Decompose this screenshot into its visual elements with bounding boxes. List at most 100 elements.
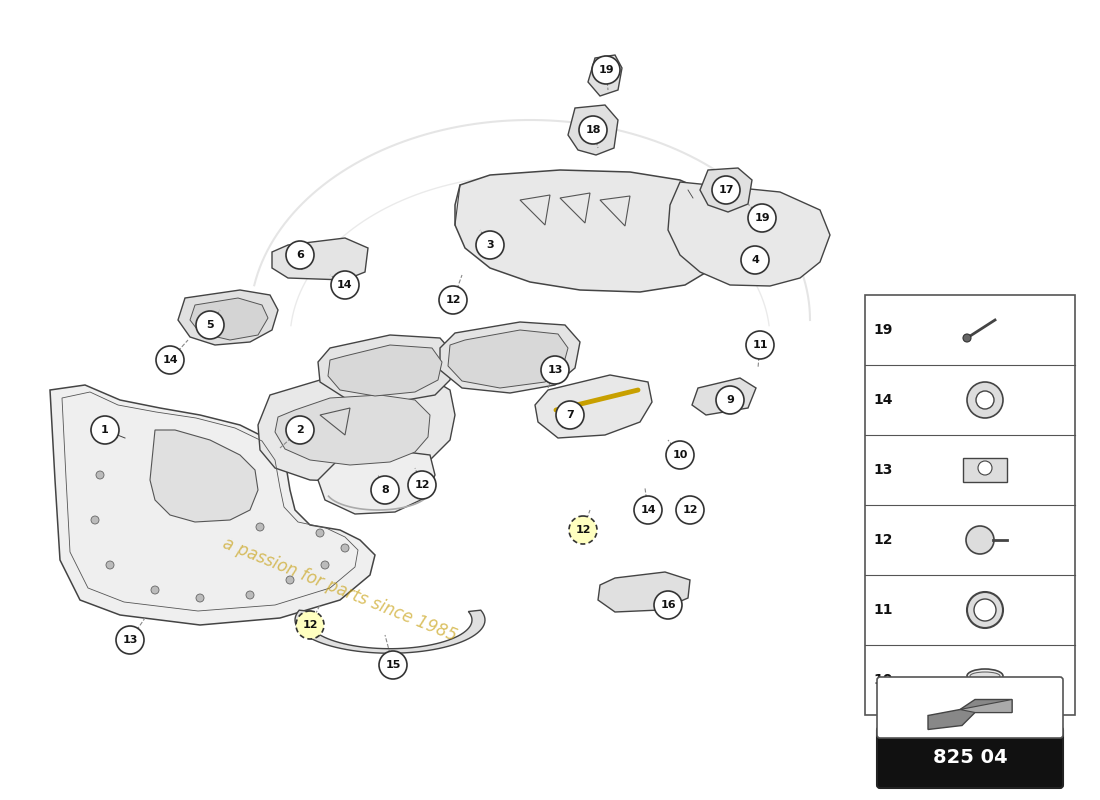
Text: 12: 12 — [682, 505, 697, 515]
Circle shape — [976, 391, 994, 409]
Circle shape — [91, 416, 119, 444]
Circle shape — [967, 382, 1003, 418]
Polygon shape — [258, 375, 455, 482]
Circle shape — [341, 544, 349, 552]
Text: 14: 14 — [338, 280, 353, 290]
Circle shape — [91, 516, 99, 524]
Circle shape — [116, 626, 144, 654]
Circle shape — [106, 561, 114, 569]
Polygon shape — [295, 610, 485, 654]
Circle shape — [712, 176, 740, 204]
Ellipse shape — [967, 677, 1003, 691]
Circle shape — [316, 529, 324, 537]
Polygon shape — [700, 168, 752, 212]
Circle shape — [96, 471, 104, 479]
Circle shape — [246, 591, 254, 599]
Circle shape — [196, 594, 204, 602]
Circle shape — [716, 386, 744, 414]
Polygon shape — [328, 345, 442, 396]
Polygon shape — [275, 395, 430, 465]
Text: 12: 12 — [302, 620, 318, 630]
FancyBboxPatch shape — [877, 677, 1063, 738]
Circle shape — [746, 331, 774, 359]
Circle shape — [676, 496, 704, 524]
Text: 19: 19 — [873, 323, 893, 337]
Polygon shape — [448, 330, 568, 388]
FancyBboxPatch shape — [962, 458, 1006, 482]
Polygon shape — [668, 182, 830, 286]
Circle shape — [592, 56, 620, 84]
Circle shape — [974, 599, 996, 621]
Circle shape — [962, 334, 971, 342]
Circle shape — [748, 204, 775, 232]
Polygon shape — [692, 378, 756, 415]
Polygon shape — [190, 298, 268, 340]
Circle shape — [476, 231, 504, 259]
Circle shape — [556, 401, 584, 429]
Circle shape — [569, 516, 597, 544]
Circle shape — [196, 311, 224, 339]
Circle shape — [967, 592, 1003, 628]
Text: 14: 14 — [873, 393, 893, 407]
Text: 11: 11 — [873, 603, 893, 617]
Polygon shape — [598, 572, 690, 612]
Polygon shape — [535, 375, 652, 438]
Text: 10: 10 — [873, 673, 893, 687]
Circle shape — [321, 561, 329, 569]
Text: 7: 7 — [566, 410, 574, 420]
Circle shape — [379, 492, 390, 502]
Ellipse shape — [967, 669, 1003, 683]
Text: 3: 3 — [486, 240, 494, 250]
Polygon shape — [150, 430, 258, 522]
Circle shape — [634, 496, 662, 524]
Text: 12: 12 — [575, 525, 591, 535]
Text: 16: 16 — [660, 600, 675, 610]
FancyBboxPatch shape — [877, 727, 1063, 788]
Text: a passion for parts since 1985: a passion for parts since 1985 — [220, 534, 460, 646]
Text: 9: 9 — [726, 395, 734, 405]
Polygon shape — [318, 450, 434, 514]
Circle shape — [156, 346, 184, 374]
Circle shape — [978, 461, 992, 475]
Text: 11: 11 — [752, 340, 768, 350]
FancyBboxPatch shape — [865, 295, 1075, 715]
Text: 1: 1 — [101, 425, 109, 435]
Circle shape — [654, 591, 682, 619]
Text: 14: 14 — [162, 355, 178, 365]
Circle shape — [91, 426, 99, 434]
Text: 18: 18 — [585, 125, 601, 135]
Circle shape — [331, 271, 359, 299]
Text: 12: 12 — [873, 533, 893, 547]
Circle shape — [741, 246, 769, 274]
Circle shape — [151, 586, 160, 594]
Polygon shape — [178, 290, 278, 345]
Polygon shape — [568, 105, 618, 155]
Text: 825 04: 825 04 — [933, 748, 1008, 767]
Text: 12: 12 — [446, 295, 461, 305]
Circle shape — [256, 523, 264, 531]
Text: 19: 19 — [598, 65, 614, 75]
Text: 4: 4 — [751, 255, 759, 265]
Polygon shape — [960, 699, 1012, 713]
Circle shape — [579, 116, 607, 144]
Polygon shape — [455, 170, 730, 292]
Polygon shape — [588, 55, 621, 96]
Text: 12: 12 — [415, 480, 430, 490]
Circle shape — [966, 526, 994, 554]
Circle shape — [286, 576, 294, 584]
Polygon shape — [318, 335, 455, 402]
Text: 2: 2 — [296, 425, 304, 435]
Text: 17: 17 — [718, 185, 734, 195]
Circle shape — [439, 286, 468, 314]
Circle shape — [286, 241, 313, 269]
Text: 15: 15 — [385, 660, 400, 670]
Circle shape — [541, 356, 569, 384]
Circle shape — [286, 416, 313, 444]
Text: 13: 13 — [122, 635, 138, 645]
Circle shape — [408, 471, 436, 499]
Text: 10: 10 — [672, 450, 688, 460]
Polygon shape — [272, 238, 368, 280]
Text: 19: 19 — [755, 213, 770, 223]
Ellipse shape — [970, 672, 1000, 680]
Text: 13: 13 — [873, 463, 893, 477]
